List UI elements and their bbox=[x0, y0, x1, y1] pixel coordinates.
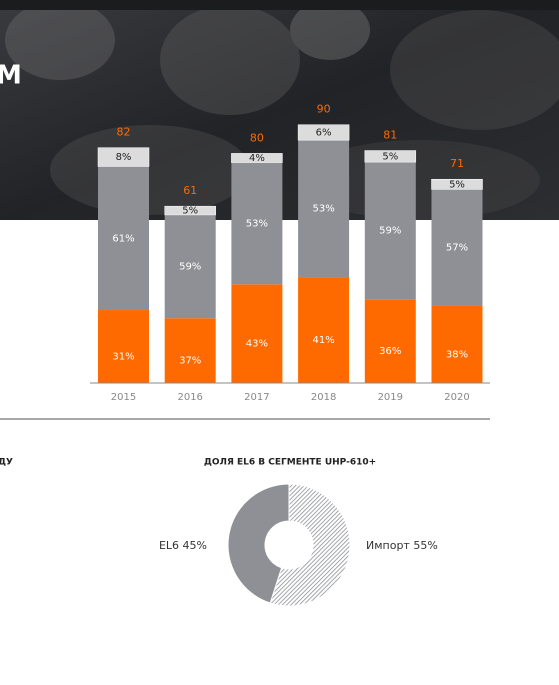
value-label: 59% bbox=[179, 262, 201, 273]
header-title: М bbox=[0, 61, 22, 91]
bar-segment bbox=[165, 318, 216, 383]
value-label: 37% bbox=[179, 356, 201, 367]
x-tick-label: 2016 bbox=[177, 392, 202, 403]
x-tick-label: 2017 bbox=[244, 392, 269, 403]
bar-segment bbox=[432, 306, 483, 383]
slice-value: 45% bbox=[183, 539, 207, 552]
section-title: ДУ bbox=[0, 458, 13, 468]
x-tick-label: 2018 bbox=[311, 392, 336, 403]
bar-segment bbox=[231, 284, 282, 383]
x-tick-label: 2019 bbox=[378, 392, 403, 403]
value-label: 8% bbox=[116, 152, 132, 163]
value-label: 53% bbox=[246, 218, 268, 229]
total-label: 80 bbox=[250, 131, 264, 144]
value-label: 5% bbox=[382, 151, 398, 162]
slice-category: EL6 bbox=[159, 539, 179, 552]
value-label: 6% bbox=[316, 127, 332, 138]
total-label: 71 bbox=[450, 157, 464, 170]
bar-segment bbox=[365, 299, 416, 383]
total-label: 82 bbox=[117, 126, 131, 139]
chart-title: ДОЛЯ EL6 В СЕГМЕНТЕ UHP-610+ bbox=[204, 458, 376, 468]
bar-segment bbox=[98, 310, 149, 383]
value-label: 38% bbox=[446, 349, 468, 360]
slice-value: 55% bbox=[413, 539, 437, 552]
bar-segment bbox=[298, 277, 349, 383]
value-label: 61% bbox=[112, 233, 134, 244]
value-label: 41% bbox=[312, 335, 334, 346]
slice-label: EL6 45% bbox=[159, 539, 207, 552]
value-label: 36% bbox=[379, 346, 401, 357]
value-label: 5% bbox=[182, 206, 198, 217]
value-label: 4% bbox=[249, 153, 265, 164]
value-label: 57% bbox=[446, 242, 468, 253]
x-tick-label: 2015 bbox=[111, 392, 136, 403]
x-tick-label: 2020 bbox=[444, 392, 469, 403]
total-label: 81 bbox=[383, 129, 397, 142]
value-label: 31% bbox=[112, 352, 134, 363]
value-label: 59% bbox=[379, 226, 401, 237]
top-bar bbox=[0, 0, 559, 10]
value-label: 43% bbox=[246, 339, 268, 350]
total-label: 61 bbox=[183, 184, 197, 197]
page: М ДУ ДОЛЯ EL6 В СЕГМЕНТЕ UHP-610+ 31% 61%… bbox=[0, 0, 559, 685]
value-label: 5% bbox=[449, 179, 465, 190]
slice-category: Импорт bbox=[366, 539, 410, 552]
value-label: 53% bbox=[312, 204, 334, 215]
total-label: 90 bbox=[317, 103, 331, 116]
slice-label: Импорт 55% bbox=[366, 539, 438, 552]
